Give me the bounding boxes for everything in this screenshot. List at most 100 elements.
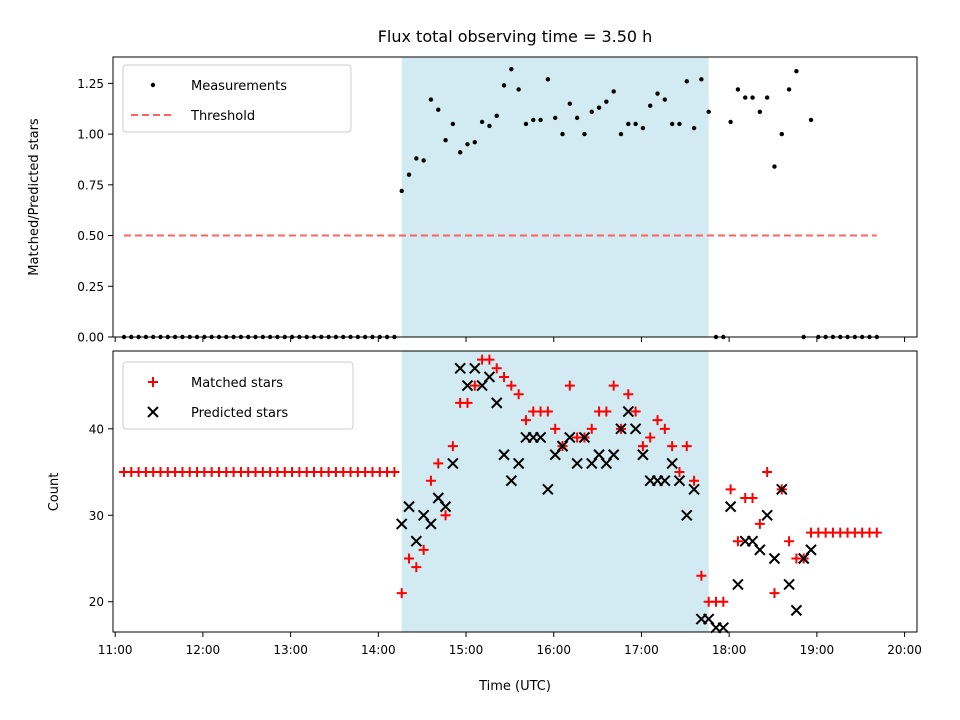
matched-star-point bbox=[769, 588, 780, 599]
predicted-star-point bbox=[622, 405, 634, 418]
measurement-point bbox=[706, 109, 711, 114]
matched-star-point bbox=[784, 536, 795, 547]
matched-star-point bbox=[506, 380, 517, 391]
measurement-point bbox=[589, 109, 594, 114]
measurement-point bbox=[779, 131, 784, 137]
predicted-star-point bbox=[447, 457, 459, 470]
y-tick-label: 40 bbox=[89, 422, 104, 436]
measurement-point bbox=[655, 91, 660, 96]
predicted-star-point bbox=[607, 449, 620, 461]
x-tick-label: 13:00 bbox=[273, 643, 308, 657]
matched-star-point bbox=[491, 363, 502, 374]
matched-star-point bbox=[637, 441, 648, 452]
x-axis-label: Time (UTC) bbox=[478, 679, 551, 694]
measurement-point bbox=[450, 121, 456, 127]
measurement-point bbox=[764, 95, 770, 100]
legend-marker-measurements bbox=[150, 82, 156, 88]
measurement-point bbox=[757, 109, 763, 114]
measurement-point bbox=[662, 97, 668, 102]
predicted-star-point bbox=[403, 500, 415, 513]
measurement-point bbox=[611, 89, 616, 94]
measurement-point bbox=[501, 83, 507, 88]
measurement-point bbox=[640, 125, 646, 131]
measurement-point bbox=[545, 77, 551, 82]
x-tick-label: 14:00 bbox=[361, 643, 396, 657]
legend-label: Matched stars bbox=[191, 376, 283, 391]
x-tick-label: 17:00 bbox=[624, 643, 659, 657]
y-tick-label: 30 bbox=[89, 509, 104, 523]
predicted-star-point bbox=[578, 431, 591, 444]
measurement-point bbox=[531, 117, 536, 123]
predicted-star-point bbox=[498, 449, 510, 461]
legend-marker-matched bbox=[148, 377, 158, 387]
matched-star-point bbox=[469, 380, 480, 391]
predicted-star-point bbox=[776, 483, 788, 496]
matched-star-point bbox=[652, 415, 663, 426]
measurement-point bbox=[516, 87, 521, 92]
matched-star-point bbox=[718, 596, 729, 607]
measurement-point bbox=[406, 172, 412, 177]
measurement-point bbox=[494, 113, 499, 119]
matched-star-point bbox=[630, 406, 641, 417]
measurement-point bbox=[648, 103, 653, 108]
observing-window bbox=[401, 57, 709, 337]
x-tick-label: 16:00 bbox=[536, 643, 571, 657]
matched-star-point bbox=[396, 588, 407, 599]
x-tick-label: 20:00 bbox=[887, 643, 922, 657]
measurement-point bbox=[684, 79, 689, 84]
measurement-point bbox=[553, 115, 558, 121]
top-y-axis-label: Matched/Predicted stars bbox=[27, 118, 42, 276]
matched-star-point bbox=[754, 518, 765, 529]
matched-star-point bbox=[404, 553, 415, 564]
measurement-point bbox=[567, 101, 573, 106]
legend-box bbox=[122, 64, 352, 133]
predicted-star-point bbox=[783, 578, 795, 591]
predicted-star-point bbox=[659, 474, 671, 487]
matched-star-point bbox=[411, 562, 422, 573]
matched-star-point bbox=[696, 570, 707, 581]
measurement-point bbox=[669, 121, 675, 127]
observing-window bbox=[401, 351, 709, 632]
measurement-point bbox=[626, 121, 631, 127]
measurement-point bbox=[728, 119, 733, 125]
x-tick-label: 11:00 bbox=[98, 643, 133, 657]
measurement-point bbox=[699, 77, 704, 82]
measurement-point bbox=[457, 150, 463, 155]
predicted-star-point bbox=[637, 449, 649, 461]
predicted-star-point bbox=[396, 518, 408, 530]
y-tick-label: 1.00 bbox=[77, 128, 104, 142]
matched-star-point bbox=[550, 423, 561, 434]
predicted-star-point bbox=[439, 500, 452, 513]
predicted-star-point bbox=[790, 604, 803, 617]
matched-star-point bbox=[674, 467, 685, 478]
predicted-star-point bbox=[761, 509, 773, 521]
matched-star-point bbox=[681, 441, 692, 452]
measurement-point bbox=[604, 99, 609, 104]
matched-star-point bbox=[418, 544, 429, 555]
measurement-point bbox=[691, 125, 697, 131]
matched-star-point bbox=[499, 371, 510, 382]
predicted-star-point bbox=[681, 509, 693, 521]
predicted-star-point bbox=[571, 457, 583, 470]
predicted-star-point bbox=[768, 552, 781, 565]
matched-star-point bbox=[623, 389, 634, 400]
measurement-point bbox=[743, 95, 748, 100]
bottom-y-axis-label: Count bbox=[47, 473, 62, 512]
predicted-star-point bbox=[673, 474, 686, 487]
matched-star-point bbox=[608, 380, 619, 391]
matched-star-point bbox=[425, 475, 436, 486]
y-tick-label: 0.25 bbox=[77, 280, 104, 294]
matched-star-point bbox=[440, 510, 451, 521]
axes-frame bbox=[112, 350, 918, 633]
predicted-star-point bbox=[717, 621, 730, 634]
measurement-point bbox=[750, 95, 755, 100]
measurement-point bbox=[399, 188, 404, 194]
measurement-point bbox=[523, 121, 529, 127]
measurement-point bbox=[472, 140, 477, 145]
measurement-point bbox=[618, 131, 624, 137]
measurement-point bbox=[509, 66, 514, 72]
measurement-point bbox=[582, 131, 587, 137]
matched-star-point bbox=[689, 475, 700, 486]
x-tick-label: 12:00 bbox=[186, 643, 221, 657]
